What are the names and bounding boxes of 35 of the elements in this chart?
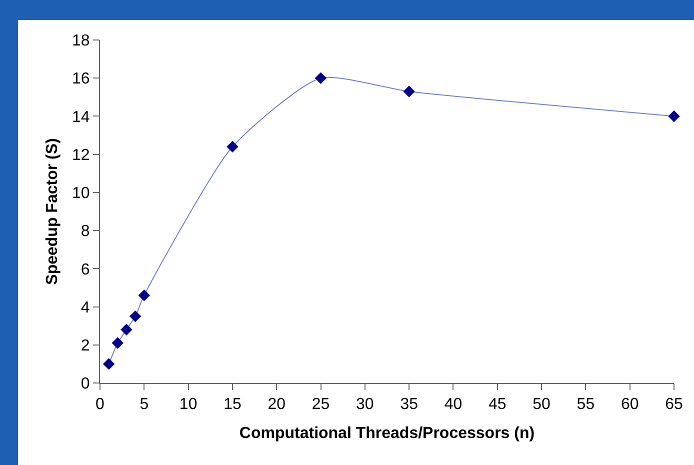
point <box>112 337 124 349</box>
y-tick-label: 4 <box>80 299 90 316</box>
x-tick-label: 5 <box>140 396 149 414</box>
x-tick-label: 20 <box>268 396 286 414</box>
x-tick-label: 50 <box>532 396 551 414</box>
x-tick-label: 0 <box>96 396 105 414</box>
x-tick-label: 25 <box>312 396 330 414</box>
y-tick-label: 14 <box>72 108 90 126</box>
y-tick-label: 10 <box>72 185 90 202</box>
x-tick-label: 30 <box>356 396 374 414</box>
x-tick-label: 45 <box>488 396 506 414</box>
point <box>102 358 115 370</box>
point <box>403 86 415 98</box>
y-tick-label: 6 <box>80 261 90 278</box>
y-tick-label: 12 <box>72 146 90 164</box>
x-tick-label: 15 <box>224 396 242 414</box>
point <box>138 289 150 302</box>
x-axis-title: Computational Threads/Processors (n) <box>239 424 535 442</box>
y-axis-title: Speedup Factor (S) <box>44 138 61 285</box>
point <box>129 310 142 322</box>
y-tick-label: 2 <box>80 337 90 354</box>
point <box>668 110 680 122</box>
y-tick-label: 16 <box>72 70 90 88</box>
point <box>120 324 132 336</box>
y-tick-label: 18 <box>72 32 90 50</box>
x-tick-label: 55 <box>576 396 595 414</box>
x-tick-label: 10 <box>179 396 198 414</box>
x-tick-label: 60 <box>620 396 639 414</box>
x-tick-label: 40 <box>444 396 462 414</box>
point <box>314 72 327 84</box>
x-tick-label: 35 <box>400 396 418 414</box>
y-tick-label: 0 <box>80 376 90 393</box>
y-tick-label: 8 <box>80 223 90 240</box>
point <box>226 140 238 153</box>
x-tick-label: 65 <box>665 396 683 414</box>
